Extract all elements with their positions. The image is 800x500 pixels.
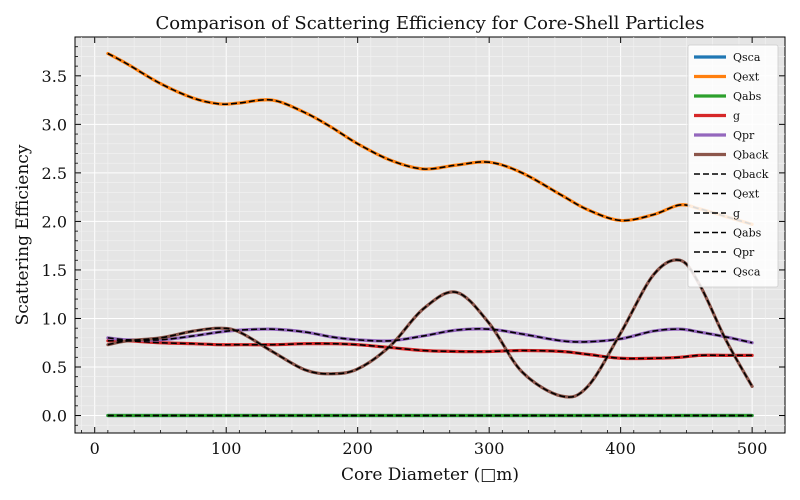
legend-label: Qsca — [733, 51, 761, 64]
y-tick-label: 1.0 — [42, 309, 67, 328]
x-tick-label: 500 — [737, 439, 768, 458]
legend-label: Qext — [733, 188, 760, 201]
legend: Qsca Qext Qabs g Qpr Qback Qback Qext g Qabs Qpr Qs… — [687, 44, 779, 288]
chart-title: Comparison of Scattering Efficiency for … — [155, 13, 704, 34]
y-tick-label: 3.5 — [42, 67, 67, 86]
legend-label: Qback — [733, 168, 769, 181]
legend-box — [687, 44, 779, 288]
y-tick-label: 0.0 — [42, 407, 67, 426]
legend-label: g — [733, 110, 740, 123]
legend-label: Qpr — [733, 129, 755, 142]
y-tick-label: 2.0 — [42, 212, 67, 231]
legend-label: Qabs — [733, 227, 762, 240]
y-tick-label: 0.5 — [42, 358, 67, 377]
legend-label: Qback — [733, 149, 769, 162]
axis-ticks: 0 100 200 300 400 500 0.0 0.5 1.0 1.5 2.0 2.5 3.0 3.5 — [42, 37, 785, 458]
legend-label: Qsca — [733, 266, 761, 279]
legend-label: g — [733, 207, 740, 220]
series-line-qback-dashed — [107, 259, 753, 398]
legend-label: Qabs — [733, 90, 762, 103]
x-tick-label: 400 — [605, 439, 636, 458]
legend-label: Qpr — [733, 246, 755, 259]
x-tick-label: 300 — [474, 439, 505, 458]
legend-label: Qext — [733, 71, 760, 84]
y-tick-label: 1.5 — [42, 261, 67, 280]
x-axis-label: Core Diameter (□m) — [341, 465, 519, 485]
plot-area — [74, 36, 786, 434]
series-layer — [106, 51, 754, 418]
y-axis-label: Scattering Efficiency — [13, 144, 33, 325]
x-tick-label: 200 — [342, 439, 373, 458]
y-tick-label: 2.5 — [42, 164, 67, 183]
series-line-qpr-dashed — [107, 328, 753, 344]
y-tick-label: 3.0 — [42, 115, 67, 134]
x-tick-label: 100 — [211, 439, 242, 458]
x-tick-label: 0 — [90, 439, 100, 458]
series-line-g-dashed — [107, 339, 753, 360]
series-line-qext-dashed — [107, 52, 753, 226]
